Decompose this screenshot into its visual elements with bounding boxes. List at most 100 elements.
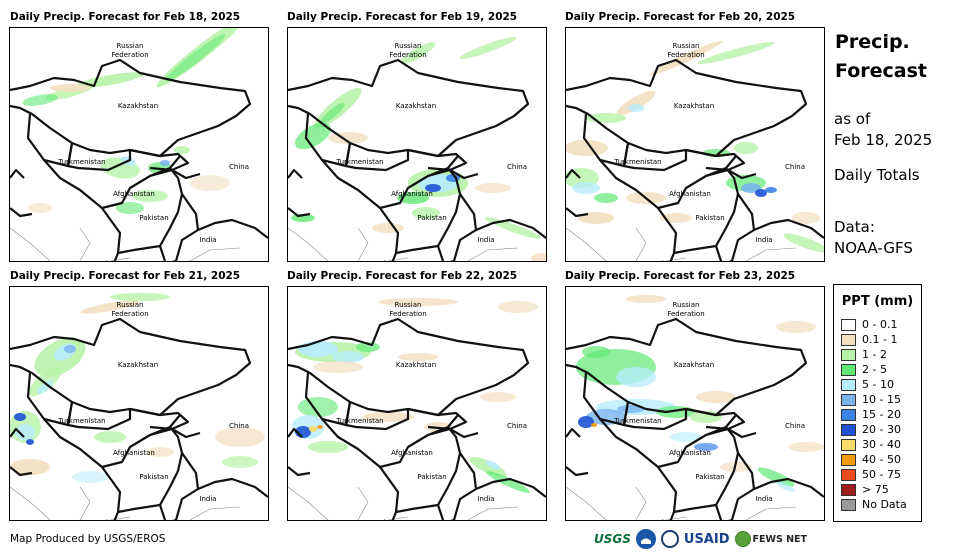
legend-label: 5 - 10	[862, 378, 894, 391]
map-label-kazakhstan: Kazakhstan	[117, 361, 159, 369]
dhs-seal-icon	[660, 530, 679, 548]
map-label-pakistan: Pakistan	[417, 214, 447, 222]
legend-swatch	[841, 424, 856, 436]
info-title-line2: Forecast	[835, 60, 927, 82]
map-label-pakistan: Pakistan	[695, 473, 725, 481]
legend-swatch	[841, 484, 856, 496]
country-border	[657, 167, 740, 255]
country-border	[66, 401, 132, 431]
legend-label: 1 - 2	[862, 348, 887, 361]
map-label-china: China	[229, 163, 249, 171]
country-border	[662, 452, 756, 520]
fews-net-label: FEWS NET	[752, 533, 808, 545]
country-border	[101, 167, 184, 255]
legend-swatch	[841, 469, 856, 481]
minor-border	[566, 227, 797, 261]
daily-totals-text: Daily Totals	[834, 166, 920, 184]
legend-swatch	[841, 319, 856, 331]
forecast-map-6: Russian Federation Kazakhstan Turkmenistan A…	[565, 286, 825, 521]
country-border	[321, 418, 451, 469]
as-of-line2: Feb 18, 2025	[834, 131, 933, 149]
precip-field	[566, 40, 824, 253]
legend-item: 1 - 2	[841, 349, 887, 363]
forecast-map-4: Russian Federation Kazakhstan Turkmenistan A…	[9, 286, 269, 521]
country-border	[657, 426, 740, 514]
legend-label: 0.1 - 1	[862, 333, 898, 346]
minor-border	[10, 227, 241, 261]
country-border	[10, 168, 33, 218]
panel-title-2: Daily Precip. Forecast for Feb 19, 2025	[287, 11, 518, 23]
legend-label: 10 - 15	[862, 393, 901, 406]
forecast-map-5: Russian Federation Kazakhstan Turkmenistan A…	[287, 286, 547, 521]
minor-border	[288, 227, 519, 261]
country-border	[622, 401, 688, 431]
forecast-map-1: Russian Federation Kazakhstan Turkmenistan A…	[9, 27, 269, 262]
legend-label: 40 - 50	[862, 453, 901, 466]
map-label-russia: Russian Federation	[389, 301, 427, 318]
legend-item: 0.1 - 1	[841, 334, 897, 348]
precip-field	[10, 293, 265, 483]
map-label-pakistan: Pakistan	[417, 473, 447, 481]
legend-item: No Data	[841, 499, 907, 513]
legend-label: > 75	[862, 483, 889, 496]
legend-item: > 75	[841, 484, 889, 498]
country-border	[344, 401, 410, 431]
legend-item: 2 - 5	[841, 364, 887, 378]
country-border	[101, 426, 184, 514]
map-label-kazakhstan: Kazakhstan	[395, 102, 437, 110]
panel-title-1: Daily Precip. Forecast for Feb 18, 2025	[10, 11, 241, 23]
legend-swatch	[841, 409, 856, 421]
map-label-turkmenistan: Turkmenistan	[58, 158, 106, 166]
country-border	[129, 407, 190, 431]
map-label-india: India	[199, 236, 217, 244]
legend-swatch	[841, 394, 856, 406]
partner-logos: USGS USAID FEWS NET	[594, 528, 807, 550]
legend-swatch	[841, 334, 856, 346]
country-border	[475, 477, 546, 498]
legend-label: No Data	[862, 498, 907, 511]
country-border	[705, 414, 757, 439]
info-title-line1: Precip.	[835, 31, 910, 53]
legend-label: 2 - 5	[862, 363, 887, 376]
usgs-logo: USGS	[594, 532, 631, 546]
panel-title-6: Daily Precip. Forecast for Feb 23, 2025	[565, 270, 796, 282]
country-border	[384, 452, 478, 520]
map-label-kazakhstan: Kazakhstan	[117, 102, 159, 110]
forecast-map-2: Russian Federation Kazakhstan Turkmenistan A…	[287, 27, 547, 262]
legend-item: 50 - 75	[841, 469, 901, 483]
map-label-pakistan: Pakistan	[695, 214, 725, 222]
precip-field	[292, 298, 538, 493]
legend-swatch	[841, 499, 856, 511]
country-border	[427, 414, 479, 439]
country-border	[379, 426, 462, 514]
precip-field	[291, 37, 546, 261]
map-label-china: China	[507, 163, 527, 171]
country-border	[566, 427, 589, 477]
info-title: Precip. Forecast	[835, 28, 955, 86]
panel-title-4: Daily Precip. Forecast for Feb 21, 2025	[10, 270, 241, 282]
map-label-india: India	[477, 495, 495, 503]
country-border	[106, 193, 200, 261]
map-label-russia: Russian Federation	[667, 301, 705, 318]
map-label-russia: Russian Federation	[111, 301, 149, 318]
country-border	[662, 193, 756, 261]
map-label-pakistan: Pakistan	[139, 473, 169, 481]
map-label-turkmenistan: Turkmenistan	[58, 417, 106, 425]
map-label-pakistan: Pakistan	[139, 214, 169, 222]
country-border	[622, 142, 688, 172]
data-source-line1: Data:	[834, 218, 875, 236]
country-border	[149, 414, 201, 439]
minor-border	[288, 486, 519, 520]
panel-title-3: Daily Precip. Forecast for Feb 20, 2025	[565, 11, 796, 23]
credit-text: Map Produced by USGS/EROS	[10, 533, 166, 545]
map-label-kazakhstan: Kazakhstan	[673, 361, 715, 369]
country-border	[197, 477, 268, 498]
country-border	[344, 142, 410, 172]
country-border	[599, 418, 729, 469]
map-label-afghanistan: Afghanistan	[669, 190, 711, 198]
map-label-afghanistan: Afghanistan	[113, 449, 155, 457]
country-border	[197, 218, 268, 239]
minor-border	[566, 486, 797, 520]
legend-swatch	[841, 349, 856, 361]
fews-net-logo: FEWS NET	[734, 531, 808, 547]
